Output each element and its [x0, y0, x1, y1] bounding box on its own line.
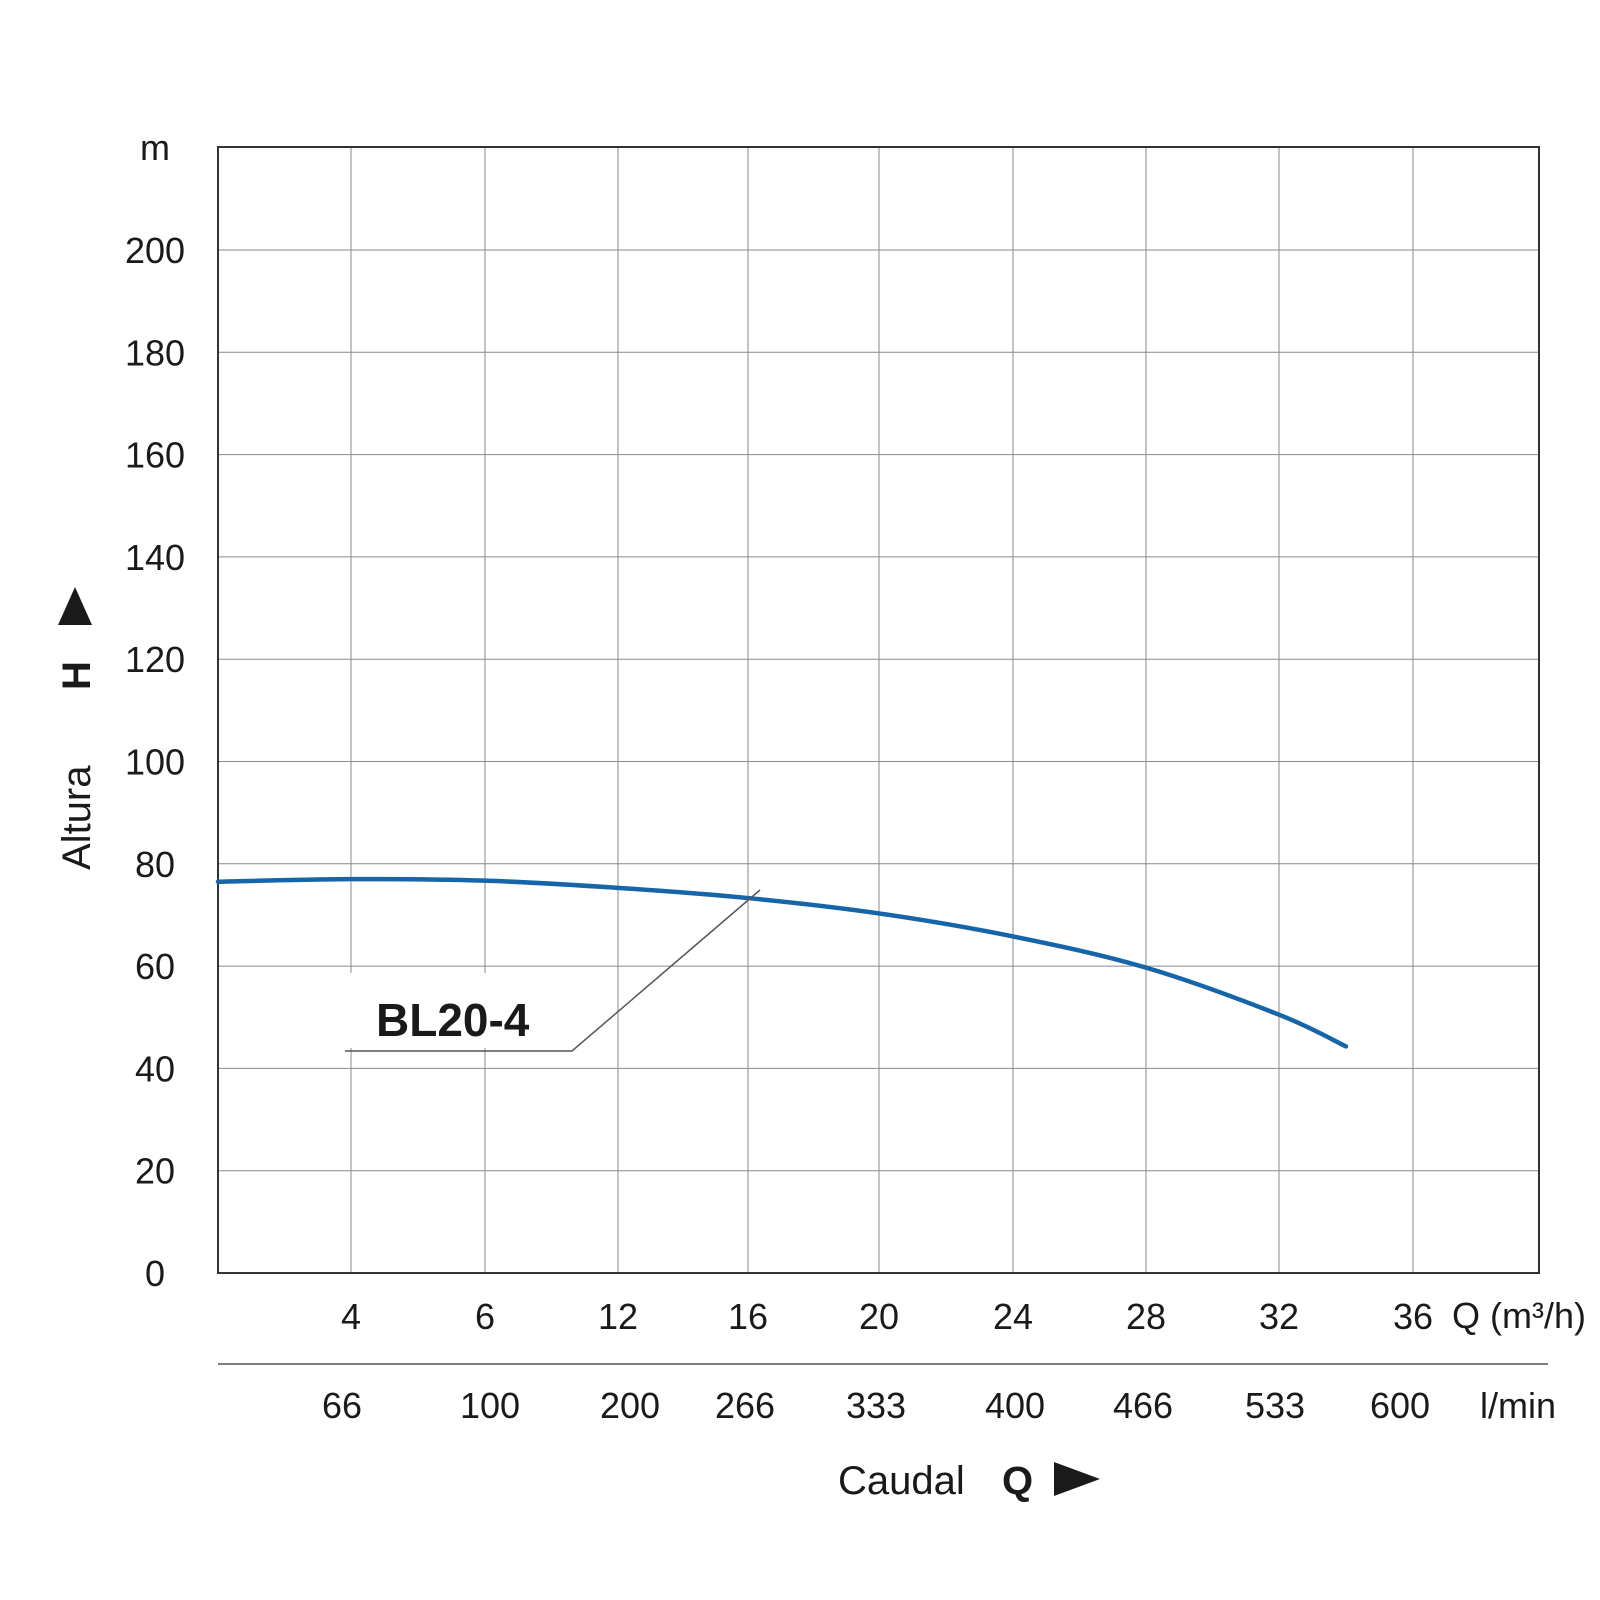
- y-unit-label: m: [140, 127, 170, 168]
- y-tick-label: 200: [125, 230, 185, 271]
- series-label-background: [345, 973, 560, 1048]
- y-axis-arrow-icon: [58, 587, 92, 625]
- x-tick-label-primary: 24: [993, 1296, 1033, 1337]
- x-axis-word: Caudal: [838, 1459, 965, 1503]
- x-tick-label-primary: 6: [475, 1296, 495, 1337]
- grid: [218, 147, 1539, 1273]
- x-tick-label-secondary: 200: [600, 1385, 660, 1426]
- y-tick-label: 60: [135, 946, 175, 987]
- x-axis-letter: Q: [1002, 1459, 1033, 1503]
- x-tick-label-secondary: 600: [1370, 1385, 1430, 1426]
- series-leader-line: [345, 889, 761, 1052]
- x-tick-label-secondary: 266: [715, 1385, 775, 1426]
- x-tick-label-secondary: 466: [1113, 1385, 1173, 1426]
- y-tick-label: 120: [125, 639, 185, 680]
- y-tick-label: 20: [135, 1151, 175, 1192]
- x-tick-label-secondary: 400: [985, 1385, 1045, 1426]
- x-tick-labels-primary: 4 6 12 16 20 24 28 32 36: [341, 1296, 1433, 1337]
- x-tick-label-primary: 4: [341, 1296, 361, 1337]
- plot-frame: [217, 146, 1540, 1274]
- x-tick-label-primary: 12: [598, 1296, 638, 1337]
- y-tick-label: 80: [135, 844, 175, 885]
- x-tick-label-primary: 32: [1259, 1296, 1299, 1337]
- x-tick-label-secondary: 66: [322, 1385, 362, 1426]
- y-axis-letter: H: [55, 661, 99, 690]
- y-axis-title: Altura H: [55, 587, 99, 870]
- x-tick-label-primary: 16: [728, 1296, 768, 1337]
- series-line: [215, 876, 1349, 1049]
- series-layer: [215, 876, 1349, 1049]
- x-tick-label-secondary: 100: [460, 1385, 520, 1426]
- y-tick-label: 140: [125, 537, 185, 578]
- y-tick-label: 100: [125, 742, 185, 783]
- x-axis-arrow-icon: [1054, 1462, 1100, 1496]
- x-tick-labels-secondary: 66 100 200 266 333 400 466 533 600: [322, 1385, 1430, 1426]
- y-axis-word: Altura: [55, 765, 99, 870]
- series-label: BL20-4: [376, 994, 530, 1046]
- x-unit-secondary: l/min: [1480, 1385, 1556, 1426]
- series-callout: BL20-4: [345, 889, 761, 1052]
- x-tick-label-secondary: 333: [846, 1385, 906, 1426]
- x-tick-label-primary: 20: [859, 1296, 899, 1337]
- x-axis-title: Caudal Q: [838, 1459, 1100, 1503]
- x-tick-label-primary: 36: [1393, 1296, 1433, 1337]
- x-tick-label-secondary: 533: [1245, 1385, 1305, 1426]
- y-tick-label: 0: [145, 1253, 165, 1294]
- y-tick-label: 160: [125, 435, 185, 476]
- x-tick-label-primary: 28: [1126, 1296, 1166, 1337]
- y-tick-labels: 0 20 40 60 80 100 120 140 160 180 200: [125, 230, 185, 1294]
- x-unit-primary: Q (m³/h): [1452, 1295, 1586, 1336]
- y-tick-label: 180: [125, 332, 185, 373]
- y-tick-label: 40: [135, 1048, 175, 1089]
